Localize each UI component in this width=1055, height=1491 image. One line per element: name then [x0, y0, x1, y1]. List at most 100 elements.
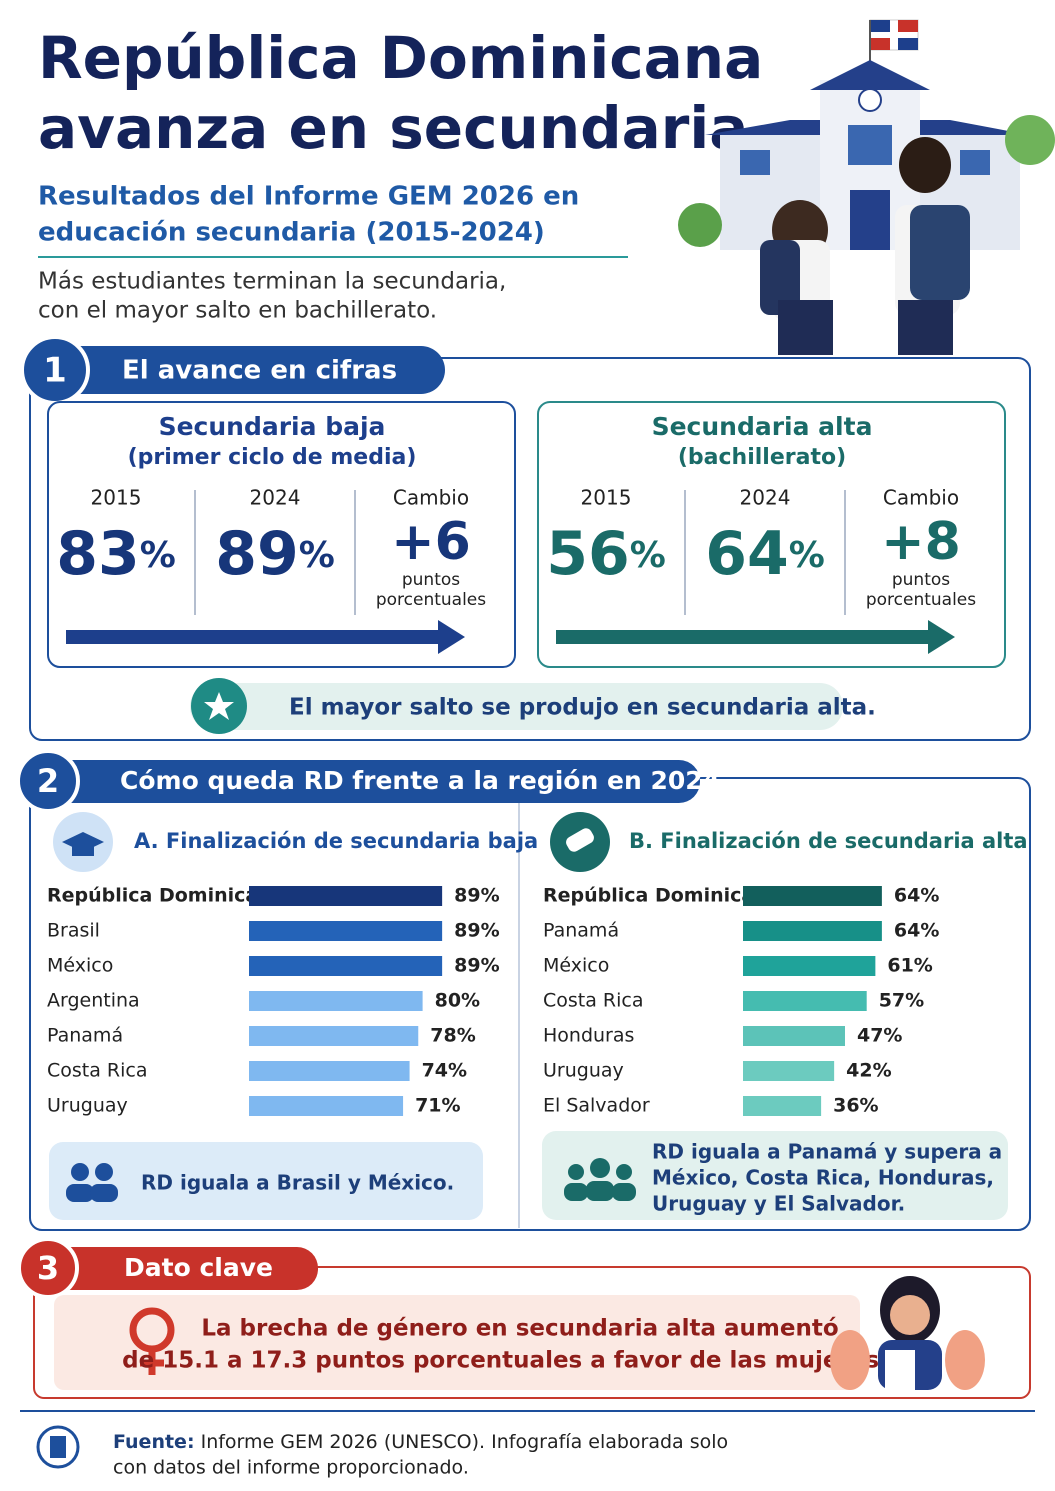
title: República Dominicana: [38, 24, 763, 92]
category-label: México: [543, 955, 609, 977]
value-label: 89%: [454, 955, 499, 977]
value-label: 64%: [894, 920, 939, 942]
section-header: [40, 346, 445, 394]
section-badge: [17, 1237, 79, 1299]
value-label: 57%: [879, 990, 924, 1012]
section-box: [33, 1266, 1031, 1399]
value-label: 89%: [454, 920, 499, 942]
doc-icon: [36, 1425, 80, 1469]
col-label: Cambio: [883, 486, 959, 510]
key-text: de 15.1 a 17.3 puntos porcentuales a fav…: [122, 1348, 888, 1374]
arrow-head: [438, 620, 465, 654]
subtitle: Resultados del Informe GEM 2026 en: [38, 182, 579, 212]
star: [204, 692, 234, 720]
col-label: 2024: [250, 486, 301, 510]
card: [537, 401, 1006, 668]
category-label: Uruguay: [543, 1060, 624, 1082]
bar: [249, 886, 443, 906]
source: Fuente: Informe GEM 2026 (UNESCO). Infog…: [113, 1431, 728, 1453]
value-label: 36%: [833, 1095, 878, 1117]
school-illustration: [678, 19, 1055, 355]
chart-title: B. Finalización de secundaria alta: [629, 829, 1028, 853]
arrow-shaft: [66, 630, 441, 644]
change-unit: porcentuales: [866, 590, 976, 610]
section-box: [29, 357, 1031, 741]
key-box: [54, 1295, 860, 1390]
woman-illustration: [830, 1276, 985, 1390]
bar: [249, 1026, 419, 1046]
bar: [743, 921, 882, 941]
source-text: con datos del informe proporcionado.: [113, 1457, 469, 1479]
note: RD iguala a Brasil y México.: [141, 1171, 454, 1195]
change-unit: puntos: [402, 570, 460, 590]
bar: [743, 1061, 835, 1081]
category-label: México: [47, 955, 113, 977]
section-number: 2: [37, 762, 59, 800]
note: El mayor salto se produjo en secundaria …: [289, 695, 876, 721]
source-text: Informe GEM 2026 (UNESCO). Infografía el…: [195, 1431, 729, 1453]
change-unit: porcentuales: [376, 590, 486, 610]
bar: [743, 1096, 822, 1116]
section-number: 3: [37, 1249, 59, 1287]
category-label: Panamá: [543, 920, 619, 942]
card: [47, 401, 516, 668]
col-label: Cambio: [393, 486, 469, 510]
section-title: Cómo queda RD frente a la región en 2024: [120, 766, 720, 795]
value: 64: [705, 519, 789, 589]
note: Uruguay y El Salvador.: [652, 1192, 905, 1216]
female-icon: [129, 1307, 175, 1375]
lead: con el mayor salto en bachillerato.: [38, 298, 437, 324]
key-text: La brecha de género en secundaria alta a…: [201, 1316, 838, 1342]
section-header: [20, 1247, 318, 1290]
section-number: 1: [43, 351, 67, 391]
big-value: 56%: [546, 519, 666, 589]
group-icon: [564, 1158, 636, 1201]
category-label: El Salvador: [543, 1095, 650, 1117]
people-icon: [66, 1163, 118, 1202]
lead: Más estudiantes terminan la secundaria,: [38, 269, 506, 295]
category-label: Honduras: [543, 1025, 634, 1047]
arrow-head: [928, 620, 955, 654]
card-title: Secundaria alta: [652, 412, 873, 441]
note-box: [190, 683, 843, 730]
value-label: 71%: [415, 1095, 460, 1117]
change: +8: [881, 512, 961, 572]
value-label: 64%: [894, 885, 939, 907]
subtitle: educación secundaria (2015-2024): [38, 218, 545, 248]
section-title: El avance en cifras: [122, 356, 397, 386]
card-subtitle: (bachillerato): [678, 445, 846, 470]
value-label: 61%: [887, 955, 932, 977]
value-label: 42%: [846, 1060, 891, 1082]
category-label: República Dominicana: [47, 885, 285, 907]
title: avanza en secundaria: [38, 94, 748, 162]
col-label: 2015: [581, 486, 632, 510]
note: México, Costa Rica, Honduras,: [652, 1166, 994, 1190]
card-subtitle: (primer ciclo de media): [128, 445, 417, 470]
bar: [743, 886, 882, 906]
unit: %: [299, 535, 335, 576]
bar: [249, 921, 443, 941]
section-header: [20, 760, 700, 803]
chart-title: A. Finalización de secundaria baja: [134, 829, 538, 853]
note: RD iguala a Panamá y supera a: [652, 1140, 1002, 1164]
bar: [743, 956, 876, 976]
note-box: [49, 1142, 483, 1220]
big-value: 64%: [705, 519, 825, 589]
col-label: 2015: [91, 486, 142, 510]
value-label: 78%: [430, 1025, 475, 1047]
value-label: 74%: [422, 1060, 467, 1082]
bar: [249, 1061, 410, 1081]
value: 56: [546, 519, 630, 589]
value-label: 89%: [454, 885, 499, 907]
unit: %: [789, 535, 825, 576]
unit: %: [630, 535, 666, 576]
change-unit: puntos: [892, 570, 950, 590]
note-box: [542, 1131, 1008, 1220]
value-label: 47%: [857, 1025, 902, 1047]
bar: [743, 1026, 845, 1046]
source-label: Fuente:: [113, 1431, 195, 1453]
category-label: Panamá: [47, 1025, 123, 1047]
col-label: 2024: [740, 486, 791, 510]
